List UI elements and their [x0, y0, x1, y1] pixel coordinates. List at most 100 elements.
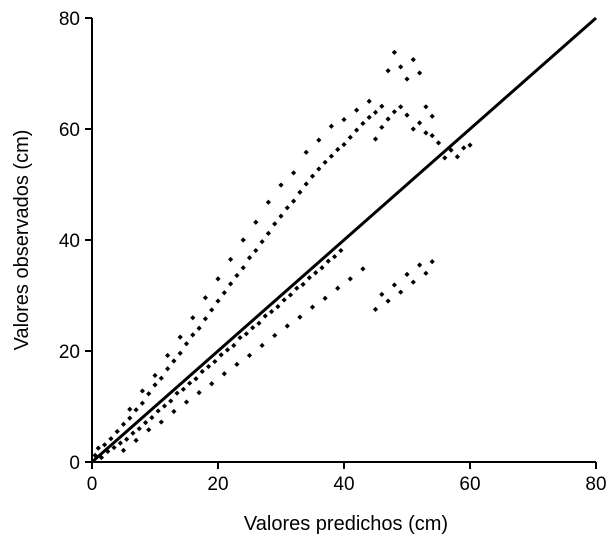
- data-point: [335, 146, 341, 153]
- data-point: [265, 199, 271, 205]
- data-point: [338, 247, 344, 254]
- data-point: [133, 437, 139, 443]
- x-tick-label: 40: [333, 474, 354, 495]
- data-point: [117, 440, 123, 446]
- data-point: [152, 382, 158, 388]
- data-point: [347, 134, 353, 140]
- data-point: [429, 259, 435, 265]
- data-point: [372, 136, 379, 142]
- data-point: [278, 182, 284, 188]
- data-point: [146, 427, 152, 433]
- data-point: [243, 331, 249, 337]
- data-point: [461, 145, 467, 151]
- data-point: [322, 295, 328, 301]
- data-point: [114, 428, 120, 435]
- data-point: [309, 304, 316, 310]
- data-point: [268, 308, 275, 315]
- data-point: [300, 281, 306, 287]
- data-point: [294, 285, 300, 291]
- data-point: [265, 230, 271, 236]
- x-tick-label: 0: [87, 474, 98, 495]
- data-point: [404, 271, 410, 278]
- data-point: [303, 149, 309, 155]
- data-point: [209, 307, 215, 313]
- data-point: [205, 363, 212, 370]
- data-point: [253, 219, 259, 225]
- data-point: [183, 399, 190, 405]
- data-points: [92, 49, 473, 461]
- data-point: [256, 320, 262, 326]
- data-point: [146, 391, 152, 397]
- data-point: [303, 181, 309, 187]
- data-point: [149, 415, 155, 421]
- data-point: [102, 442, 108, 448]
- data-point: [133, 407, 139, 413]
- data-point: [410, 126, 416, 132]
- data-point: [215, 298, 221, 304]
- data-point: [142, 419, 149, 426]
- data-point: [177, 350, 183, 356]
- axes: 0 20 40 60 80 0 20 40 60 80: [59, 9, 607, 495]
- data-point: [152, 372, 158, 379]
- data-point: [423, 130, 429, 136]
- data-point: [237, 335, 243, 341]
- data-point: [328, 153, 334, 159]
- data-point: [341, 141, 347, 148]
- data-point: [130, 430, 136, 436]
- data-point: [196, 390, 202, 396]
- data-point: [372, 109, 379, 115]
- data-point: [246, 255, 253, 261]
- data-point: [284, 323, 290, 329]
- data-point: [297, 189, 303, 195]
- x-axis-label: Valores predichos (cm): [244, 513, 448, 535]
- data-point: [190, 332, 196, 338]
- data-point: [442, 155, 448, 161]
- data-point: [410, 57, 416, 63]
- data-point: [448, 147, 454, 153]
- data-point: [165, 352, 171, 359]
- data-point: [240, 237, 246, 243]
- data-point: [417, 262, 423, 268]
- data-point: [212, 358, 218, 365]
- x-tick-label: 60: [459, 474, 480, 495]
- data-point: [391, 109, 397, 115]
- data-point: [313, 270, 319, 276]
- data-point: [354, 107, 360, 113]
- data-point: [316, 166, 322, 172]
- data-point: [354, 127, 360, 133]
- data-point: [92, 452, 98, 458]
- data-point: [224, 347, 231, 353]
- data-point: [278, 213, 284, 219]
- data-point: [127, 415, 133, 421]
- data-point: [202, 316, 208, 322]
- data-point: [196, 325, 202, 331]
- data-point: [171, 408, 177, 415]
- data-point: [331, 254, 338, 260]
- data-point: [120, 421, 127, 427]
- x-tick-label: 80: [585, 474, 606, 495]
- x-tick-label: 20: [207, 474, 228, 495]
- y-tick-label: 20: [59, 342, 80, 363]
- data-point: [379, 124, 385, 130]
- data-point: [366, 114, 372, 120]
- data-point: [165, 366, 171, 372]
- data-point: [158, 375, 164, 381]
- data-point: [158, 419, 164, 425]
- data-point: [417, 120, 423, 126]
- data-point: [234, 361, 240, 367]
- data-point: [202, 295, 208, 301]
- data-point: [429, 113, 435, 119]
- data-point: [155, 408, 161, 414]
- data-point: [306, 275, 312, 281]
- data-point: [275, 304, 281, 310]
- data-point: [297, 314, 303, 320]
- data-point: [291, 170, 297, 176]
- data-point: [105, 448, 111, 455]
- data-point: [335, 285, 341, 291]
- data-point: [171, 358, 177, 364]
- data-point: [199, 368, 205, 375]
- data-point: [398, 289, 404, 295]
- data-point: [168, 398, 174, 404]
- data-point: [391, 49, 397, 56]
- data-point: [231, 342, 237, 349]
